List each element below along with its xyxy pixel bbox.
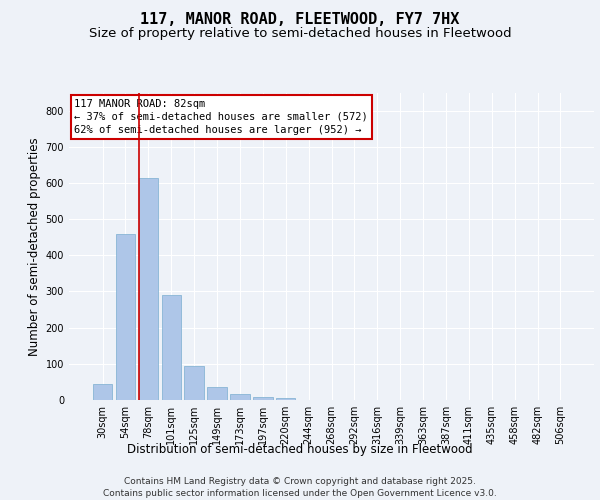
Bar [230,394,250,400]
Text: Size of property relative to semi-detached houses in Fleetwood: Size of property relative to semi-detach… [89,28,511,40]
Bar [184,366,204,400]
Bar [139,178,158,400]
Bar [93,384,112,400]
Bar [116,234,135,400]
Bar [161,295,181,400]
Bar [276,398,295,400]
Text: 117, MANOR ROAD, FLEETWOOD, FY7 7HX: 117, MANOR ROAD, FLEETWOOD, FY7 7HX [140,12,460,28]
Bar [208,388,227,400]
Y-axis label: Number of semi-detached properties: Number of semi-detached properties [28,137,41,356]
Text: 117 MANOR ROAD: 82sqm
← 37% of semi-detached houses are smaller (572)
62% of sem: 117 MANOR ROAD: 82sqm ← 37% of semi-deta… [74,98,368,135]
Text: Contains HM Land Registry data © Crown copyright and database right 2025.
Contai: Contains HM Land Registry data © Crown c… [103,476,497,498]
Bar [253,397,272,400]
Text: Distribution of semi-detached houses by size in Fleetwood: Distribution of semi-detached houses by … [127,442,473,456]
